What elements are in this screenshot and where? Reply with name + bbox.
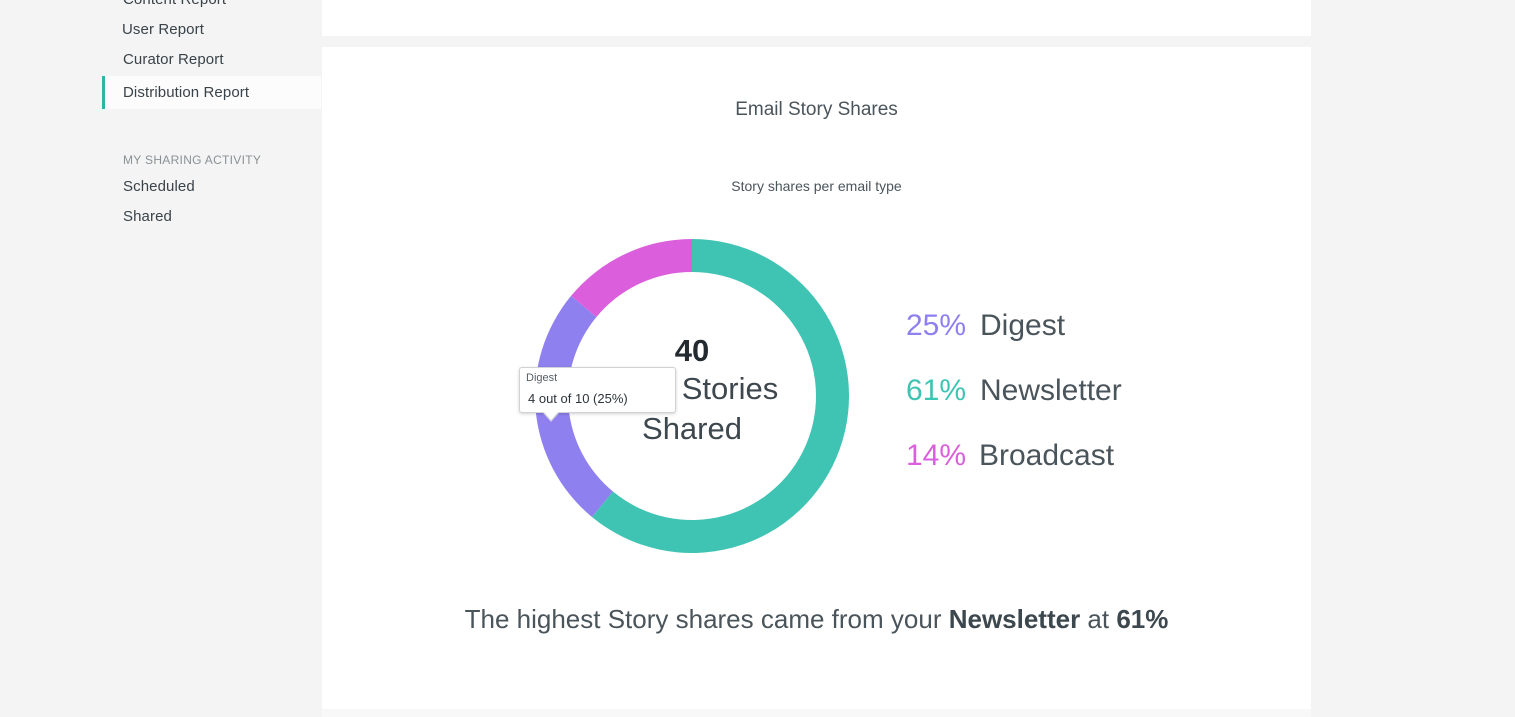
total-stories-number: 40 [674,333,710,368]
center-label-line1: Stories [681,371,779,406]
card-title: Email Story Shares [735,99,898,120]
next-report-card [322,709,1311,717]
summary-text: The highest Story shares came from your … [322,604,1311,635]
legend-percent: 14% [906,439,967,472]
sidebar-item-user-report[interactable]: User Report [122,21,204,38]
sidebar-item-distribution-report[interactable]: Distribution Report [102,76,321,109]
center-label-line2: Shared [642,411,742,446]
summary-middle: at [1080,604,1117,634]
sidebar-item-shared[interactable]: Shared [123,208,172,225]
legend-label: Newsletter [980,374,1122,407]
sidebar: Content Report User Report Curator Repor… [102,0,321,717]
summary-prefix: The highest Story shares came from your [464,604,949,634]
sidebar-item-scheduled[interactable]: Scheduled [123,178,195,195]
donut-center-label: 40 Stories Shared [535,333,849,449]
email-story-shares-card: Email Story Shares Story shares per emai… [322,47,1311,709]
donut-slice-newsletter[interactable] [591,239,849,553]
summary-channel: Newsletter [948,604,1081,634]
card-subtitle: Story shares per email type [731,178,902,194]
summary-percent: 61% [1116,604,1169,634]
sidebar-item-content-report[interactable]: Content Report [123,0,226,8]
legend-percent: 25% [906,309,967,342]
legend-label: Broadcast [979,439,1115,472]
sidebar-section-label: MY SHARING ACTIVITY [123,153,262,167]
tooltip-value: 4 out of 10 (25%) [528,391,628,406]
legend-percent: 61% [906,374,967,407]
previous-report-card [322,0,1311,36]
donut-slice-digest[interactable] [535,295,613,517]
donut-chart[interactable] [535,239,849,553]
donut-slice-broadcast[interactable] [571,239,692,317]
tooltip-title: Digest [526,372,558,384]
legend-label: Digest [980,309,1066,342]
sidebar-item-curator-report[interactable]: Curator Report [123,51,224,68]
chart-tooltip: Digest 4 out of 10 (25%) [519,367,676,422]
